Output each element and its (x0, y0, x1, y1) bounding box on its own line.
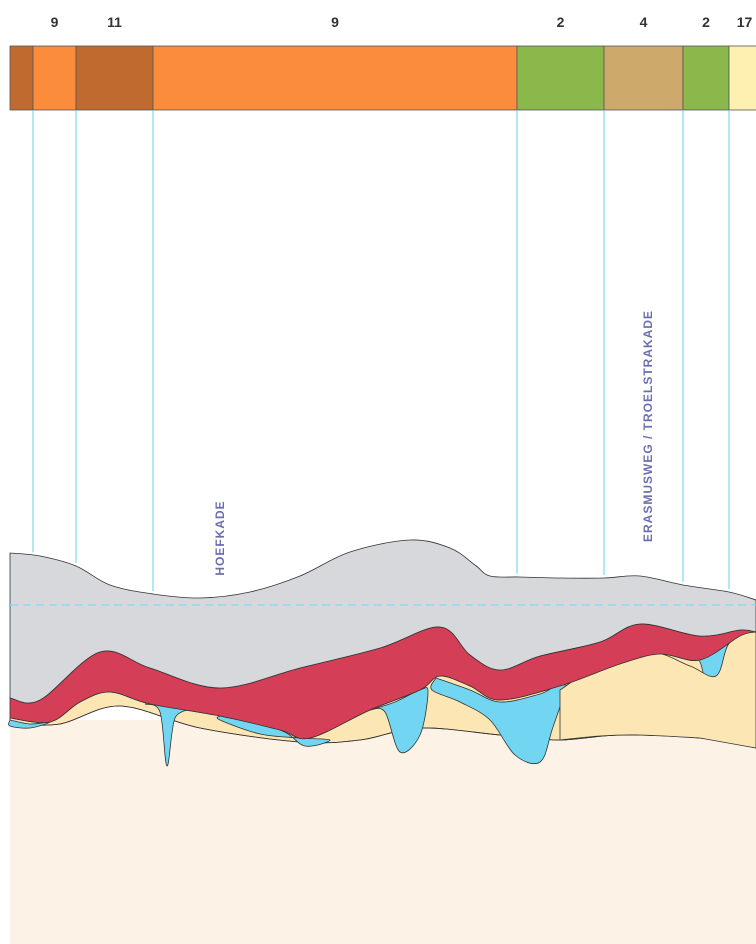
segment-label: 9 (331, 14, 339, 30)
segment-label: 2 (702, 14, 710, 30)
cross-section: HOEFKADE ERASMUSWEG / TROELSTRAKADE 9 11 9… (0, 0, 756, 944)
segment-label: 17 (737, 14, 753, 30)
strip-segment (76, 46, 153, 110)
strip-segment (604, 46, 683, 110)
subsoil (10, 720, 756, 944)
segment-label: 11 (107, 14, 122, 30)
strip-segment (729, 46, 756, 110)
page: HOEFKADE ERASMUSWEG / TROELSTRAKADE 9 11 9… (0, 0, 756, 944)
street-label: ERASMUSWEG / TROELSTRAKADE (641, 310, 655, 542)
strip-segment (153, 46, 517, 110)
segment-label: 2 (557, 14, 565, 30)
street-label: HOEFKADE (213, 500, 227, 575)
strip-segment (683, 46, 729, 110)
segment-label: 4 (640, 14, 648, 30)
strip-segment (33, 46, 76, 110)
strip-segment (10, 46, 33, 110)
segment-label: 9 (51, 14, 59, 30)
strip-segment (517, 46, 604, 110)
